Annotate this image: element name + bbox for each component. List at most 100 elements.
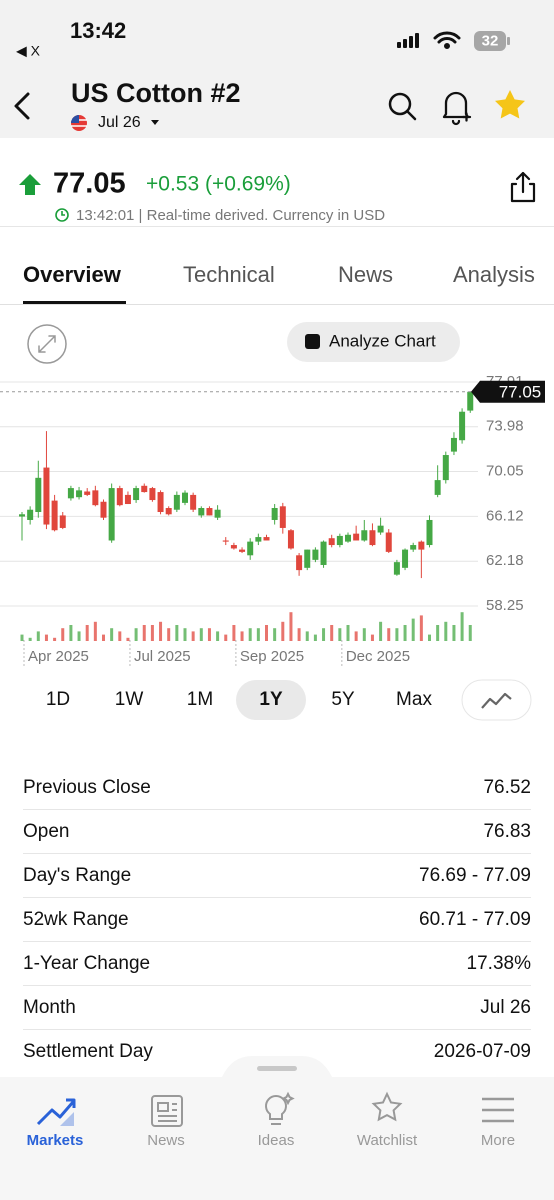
volume-bar: [199, 628, 203, 641]
volume-bar: [403, 625, 407, 641]
candle-body: [173, 494, 180, 510]
volume-bar: [428, 634, 431, 641]
volume-bar: [102, 634, 105, 641]
candle-body: [239, 549, 246, 552]
nav-item[interactable]: Markets: [27, 1132, 84, 1149]
share-button[interactable]: [510, 171, 536, 203]
volume-bar: [20, 634, 24, 641]
stat-label: 52wk Range: [23, 909, 129, 930]
tab[interactable]: News: [338, 262, 393, 287]
candle-body: [157, 492, 164, 513]
stat-divider: [23, 941, 531, 942]
candle-body: [222, 540, 229, 542]
candle-body: [336, 535, 343, 546]
candle-body: [418, 541, 425, 550]
chart-type-button[interactable]: [461, 679, 532, 721]
volume-bar: [53, 637, 57, 641]
volume-bar: [256, 628, 260, 641]
volume-bar: [175, 625, 179, 641]
range-button[interactable]: 1W: [115, 689, 144, 710]
candle-body: [100, 501, 107, 518]
tab[interactable]: Overview: [23, 262, 122, 287]
candle-body: [304, 549, 311, 568]
candle-body: [59, 515, 66, 528]
stat-divider: [23, 853, 531, 854]
candle-body: [369, 530, 376, 546]
candle-body: [43, 467, 50, 525]
volume-bar: [85, 625, 89, 641]
nav-handle[interactable]: [257, 1066, 297, 1071]
candle-body: [271, 508, 278, 520]
dropdown-caret[interactable]: [151, 120, 159, 125]
analyze-chart-label[interactable]: Analyze Chart: [329, 331, 436, 350]
nav-item[interactable]: Watchlist: [357, 1132, 418, 1149]
search-button[interactable]: [388, 92, 417, 121]
nav-item[interactable]: Ideas: [258, 1132, 295, 1149]
candle-body: [19, 514, 25, 517]
volume-bar: [411, 618, 415, 641]
range-selected-bg[interactable]: [236, 680, 306, 720]
y-tick-label: 58.25: [486, 597, 524, 614]
favorite-button[interactable]: [495, 90, 525, 119]
nav-item[interactable]: More: [481, 1132, 515, 1149]
expand-button[interactable]: [27, 324, 67, 364]
tab[interactable]: Analysis: [453, 262, 535, 287]
stats-table: Previous Close 76.52 Open 76.83 Day's Range 7…: [23, 777, 531, 1062]
volume-bar: [77, 631, 81, 641]
range-button[interactable]: 1Y: [259, 689, 283, 710]
up-arrow: [19, 174, 41, 195]
range-button[interactable]: Max: [396, 689, 432, 710]
candle-body: [230, 545, 237, 549]
stat-value: 17.38%: [467, 953, 532, 974]
us-flag: [71, 115, 87, 131]
back-button[interactable]: [14, 92, 30, 120]
volume-bar: [379, 621, 383, 641]
stat-label: Open: [23, 821, 69, 842]
volume-bar: [460, 612, 464, 641]
markets-icon: [36, 1098, 76, 1126]
analyze-chart-button[interactable]: [287, 322, 460, 362]
stat-value: 2026-07-09: [434, 1041, 531, 1062]
range-button[interactable]: 5Y: [331, 689, 355, 710]
range-button[interactable]: 1D: [46, 689, 70, 710]
volume-bar: [216, 631, 220, 641]
candle-body: [410, 545, 417, 550]
candle-body: [116, 488, 123, 506]
candle-body: [133, 488, 140, 501]
contract-month[interactable]: Jul 26: [98, 114, 141, 131]
battery: [474, 31, 506, 51]
volume-bar: [346, 625, 350, 641]
stat-value: 76.69 - 77.09: [419, 865, 531, 886]
y-tick-label: 70.05: [486, 463, 524, 480]
volume-bar: [28, 637, 32, 641]
y-tick-label: 62.18: [486, 552, 524, 569]
stat-value: Jul 26: [480, 997, 531, 1018]
candle-body: [312, 549, 319, 560]
tab-bar: Overview Technical News Analysis: [23, 262, 535, 304]
candle-body: [51, 500, 58, 531]
volume-bar: [419, 615, 423, 641]
quote-timestamp: 13:42:01 | Real-time derived. Currency i…: [76, 207, 385, 224]
nav-item[interactable]: News: [147, 1132, 185, 1149]
volume-bar: [273, 628, 277, 641]
signal-icon: [397, 33, 419, 48]
tab[interactable]: Technical: [183, 262, 275, 287]
watchlist-icon: [371, 1091, 403, 1122]
volume-bar: [159, 621, 163, 641]
status-back[interactable]: ◀ X: [16, 43, 41, 59]
volume-bar: [444, 621, 448, 641]
volume-bar: [289, 612, 293, 641]
volume-bar: [436, 625, 440, 641]
stat-value: 60.71 - 77.09: [419, 909, 531, 930]
volume-bar: [69, 625, 73, 641]
candle-body: [76, 490, 83, 498]
range-button[interactable]: 1M: [187, 689, 213, 710]
volume-bar: [61, 628, 65, 641]
alert-button[interactable]: [442, 91, 472, 126]
news-icon: [151, 1095, 183, 1127]
candle-body: [467, 391, 474, 411]
candle-body: [320, 541, 327, 565]
volume-bar: [468, 625, 472, 641]
